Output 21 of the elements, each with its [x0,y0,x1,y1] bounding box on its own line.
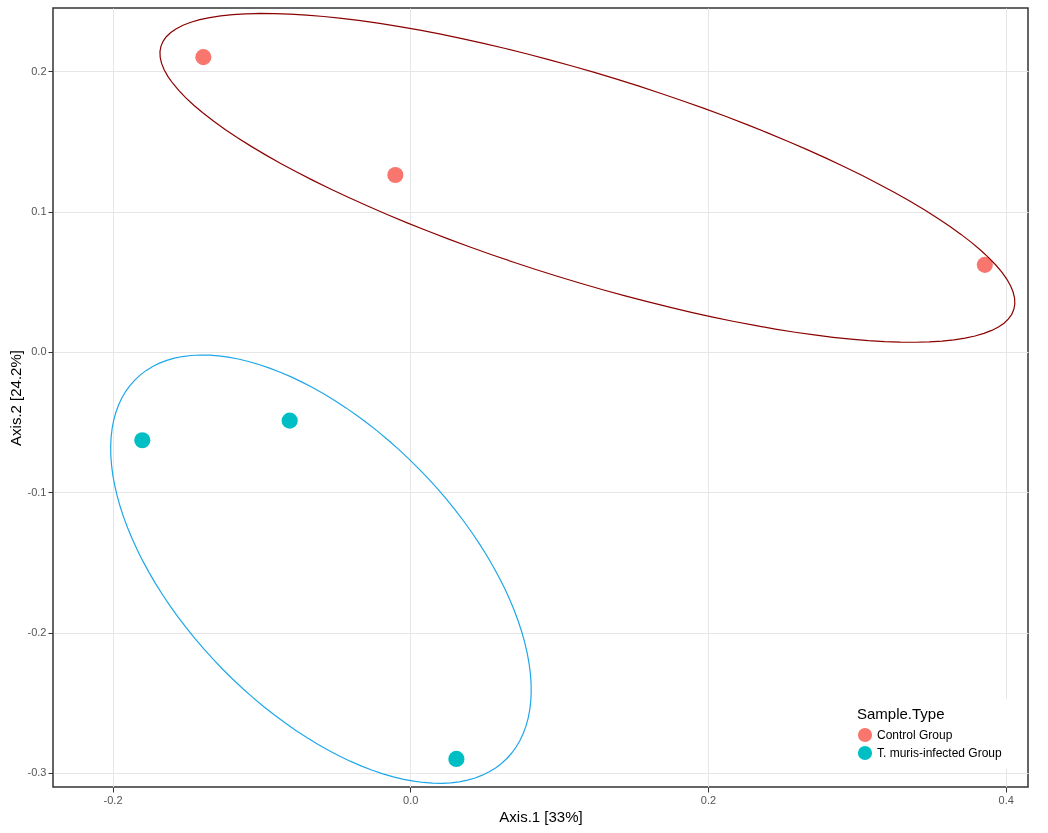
legend-label: T. muris-infected Group [877,746,1003,760]
point [976,256,993,273]
point [448,750,465,767]
y-tick-label: -0.1 [27,485,47,498]
legend-title: Sample.Type [857,705,945,722]
x-tick-label: 0.0 [403,793,419,806]
x-tick-label: 0.2 [700,793,717,806]
x-tick-label: 0.4 [998,793,1014,806]
y-tick-label: 0.2 [31,64,47,77]
x-tick-label: -0.2 [103,793,123,806]
y-tick-label: 0.0 [31,345,47,358]
point [387,166,404,184]
y-axis-title: Axis.2 [24.2%] [6,350,24,446]
legend-label: Control Group [877,728,953,742]
y-tick-label: -0.2 [27,626,47,639]
point [134,432,151,449]
point [281,412,298,429]
point [195,49,212,66]
y-tick-label: 0.1 [31,205,47,218]
x-axis-title: Axis.1 [33%] [499,807,583,825]
y-tick-label: -0.3 [27,766,47,779]
